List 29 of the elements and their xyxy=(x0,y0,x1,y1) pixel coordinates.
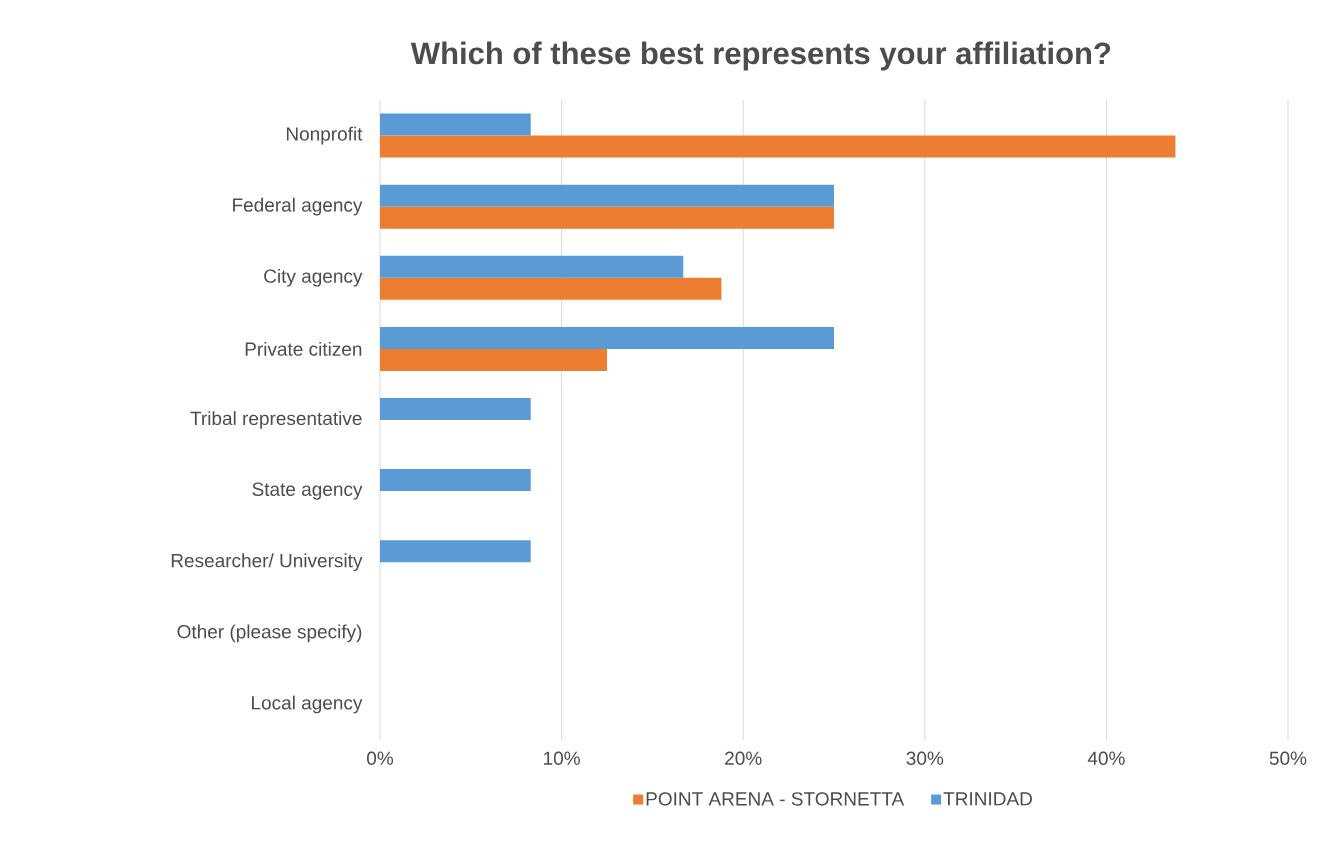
y-tick-label: Other (please specify) xyxy=(177,624,362,643)
y-tick-label: City agency xyxy=(264,268,363,287)
y-tick-label: State agency xyxy=(252,482,363,500)
x-tick-label: 30% xyxy=(906,751,944,765)
y-tick-label: Private citizen xyxy=(245,341,362,356)
y-tick-label: Nonprofit xyxy=(286,126,363,145)
bar xyxy=(380,277,722,300)
legend-label: POINT ARENA - STORNETTA xyxy=(646,792,905,806)
bar xyxy=(380,540,531,563)
bar xyxy=(380,113,531,136)
y-tick-label: Tribal representative xyxy=(190,411,362,429)
bar xyxy=(380,398,531,420)
y-tick-label: Researcher/ University xyxy=(171,553,363,572)
chart-title: Which of these best represents your affiliation? xyxy=(410,41,1111,71)
bar xyxy=(380,326,834,349)
bar xyxy=(380,206,834,229)
x-tick-label: 0% xyxy=(367,751,394,765)
legend-label: TRINIDAD xyxy=(943,792,1032,806)
bar xyxy=(380,135,1176,158)
x-tick-label: 40% xyxy=(1087,751,1125,765)
bar xyxy=(380,184,834,207)
y-tick-label: Local agency xyxy=(252,695,363,714)
x-tick-label: 50% xyxy=(1269,751,1307,765)
y-tick-label: Federal agency xyxy=(233,197,363,216)
bar xyxy=(380,348,607,371)
bar xyxy=(380,255,684,278)
x-tick-label: 10% xyxy=(544,751,580,765)
bar xyxy=(380,469,531,492)
x-tick-label: 20% xyxy=(725,751,762,765)
